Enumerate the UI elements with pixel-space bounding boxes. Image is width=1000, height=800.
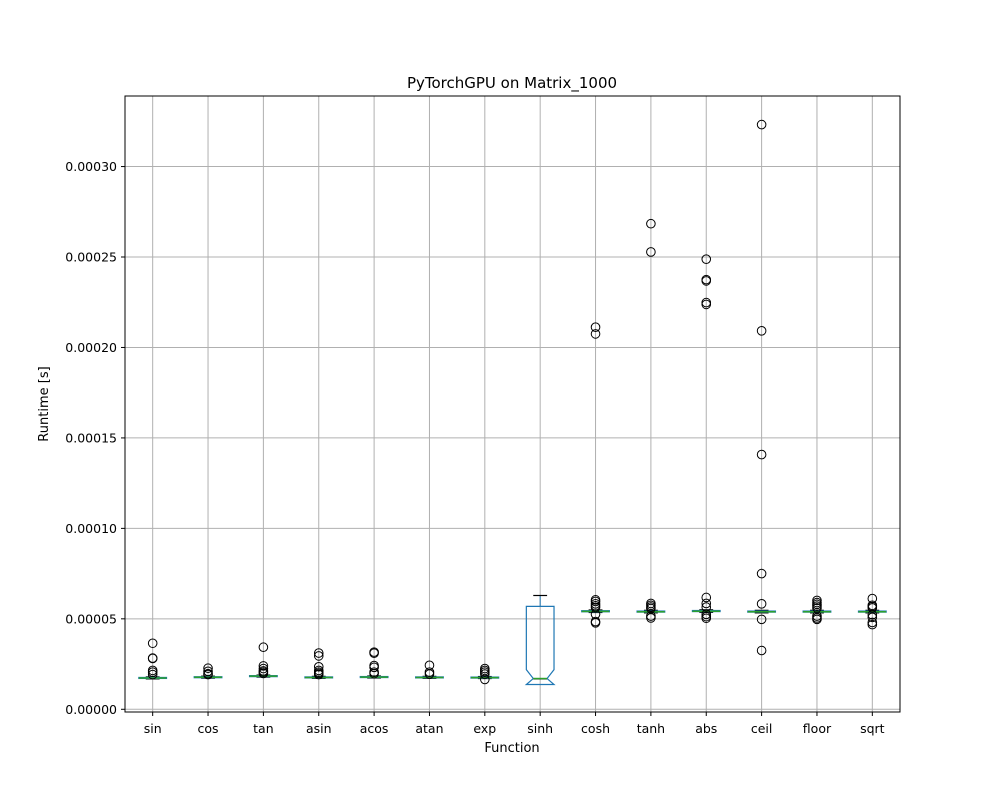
x-tick-label-atan: atan <box>415 721 443 736</box>
outlier-point <box>867 603 878 613</box>
x-tick-label-cosh: cosh <box>581 721 610 736</box>
outlier-point <box>701 609 712 620</box>
x-tick-label-sqrt: sqrt <box>860 721 885 736</box>
outlier-point <box>701 592 712 603</box>
outlier-point <box>313 661 324 672</box>
outlier-point <box>756 449 767 460</box>
x-tick-label-sin: sin <box>144 721 162 736</box>
box-acos <box>359 647 389 679</box>
box-tan <box>248 642 278 679</box>
outlier-point <box>369 662 379 673</box>
box-sinh <box>524 594 556 686</box>
x-tick-label-asin: asin <box>306 721 332 736</box>
outlier-point <box>147 667 158 677</box>
outlier-point <box>756 326 767 336</box>
outlier-point <box>756 645 767 656</box>
box-cos <box>193 663 223 680</box>
outlier-point <box>590 329 601 339</box>
outlier-point <box>590 322 601 333</box>
x-tick-label-tan: tan <box>253 721 273 736</box>
outlier-point <box>701 602 712 612</box>
outlier-point <box>258 642 269 653</box>
box-atan <box>415 660 444 679</box>
outlier-point <box>147 638 158 649</box>
x-tick-label-abs: abs <box>695 721 717 736</box>
outlier-point <box>756 614 767 625</box>
outlier-point <box>701 276 712 286</box>
outlier-point <box>203 663 213 674</box>
x-tick-label-ceil: ceil <box>751 721 773 736</box>
outlier-point <box>756 599 767 609</box>
y-tick-label: 0.00025 <box>65 250 117 265</box>
outlier-point <box>424 669 435 679</box>
outlier-point <box>646 613 656 623</box>
box-tanh <box>636 218 666 623</box>
x-tick-label-floor: floor <box>803 721 832 736</box>
box-body <box>524 605 556 686</box>
outlier-point <box>369 668 379 679</box>
y-tick-label: 0.00015 <box>65 430 117 445</box>
y-axis-label: Runtime [s] <box>37 366 52 441</box>
box-cosh <box>581 322 610 628</box>
x-axis-label: Function <box>484 741 539 756</box>
x-tick-label-exp: exp <box>473 721 496 736</box>
outlier-point <box>258 663 269 674</box>
outlier-point <box>867 610 878 620</box>
box-abs <box>691 254 721 624</box>
outlier-point <box>147 669 158 680</box>
outlier-point <box>313 651 324 661</box>
y-tick-label: 0.00030 <box>65 159 117 174</box>
outlier-point <box>812 614 822 625</box>
outlier-point <box>646 603 656 614</box>
outlier-point <box>867 593 878 604</box>
outlier-point <box>646 218 656 229</box>
outlier-point <box>313 648 324 658</box>
outlier-point <box>646 247 656 257</box>
outlier-point <box>258 661 269 671</box>
outlier-point <box>258 668 269 679</box>
box-ceil <box>747 119 777 656</box>
outlier-point <box>701 613 712 624</box>
outlier-point <box>756 568 767 579</box>
x-tick-label-tanh: tanh <box>637 721 665 736</box>
outlier-point <box>590 618 601 628</box>
box-layer <box>138 119 887 686</box>
outlier-point <box>701 598 712 609</box>
y-tick-label: 0.00020 <box>65 340 117 355</box>
outlier-point <box>590 596 601 607</box>
x-tick-label-sinh: sinh <box>527 721 553 736</box>
outlier-point <box>369 648 379 659</box>
outlier-point <box>590 602 601 613</box>
box-asin <box>304 648 334 680</box>
outlier-point <box>203 666 213 677</box>
outlier-point <box>203 669 213 680</box>
x-tick-label-acos: acos <box>360 721 389 736</box>
y-tick-label: 0.00010 <box>65 521 117 536</box>
y-tick-label: 0.00005 <box>65 611 117 626</box>
outlier-point <box>867 612 878 623</box>
outlier-point <box>480 674 490 685</box>
outlier-point <box>313 669 324 680</box>
outlier-point <box>867 619 878 630</box>
tick-layer: 0.00000 0.00005 0.00010 0.00015 0.00020 0.000… <box>65 159 884 736</box>
box-sin <box>138 638 168 680</box>
box-sqrt <box>857 593 887 630</box>
outlier-point <box>867 617 878 628</box>
outlier-point <box>812 595 822 606</box>
y-tick-label: 0.00000 <box>65 702 117 717</box>
outlier-point <box>480 669 490 679</box>
box-floor <box>802 595 832 625</box>
chart-title: PyTorchGPU on Matrix_1000 <box>407 74 617 93</box>
plot-frame <box>124 95 901 713</box>
outlier-point <box>701 299 712 310</box>
grid-layer <box>125 96 900 712</box>
box-exp <box>470 663 500 685</box>
outlier-point <box>147 653 158 664</box>
x-tick-label-cos: cos <box>198 721 219 736</box>
outlier-point <box>756 119 767 130</box>
outlier-point <box>701 254 712 264</box>
